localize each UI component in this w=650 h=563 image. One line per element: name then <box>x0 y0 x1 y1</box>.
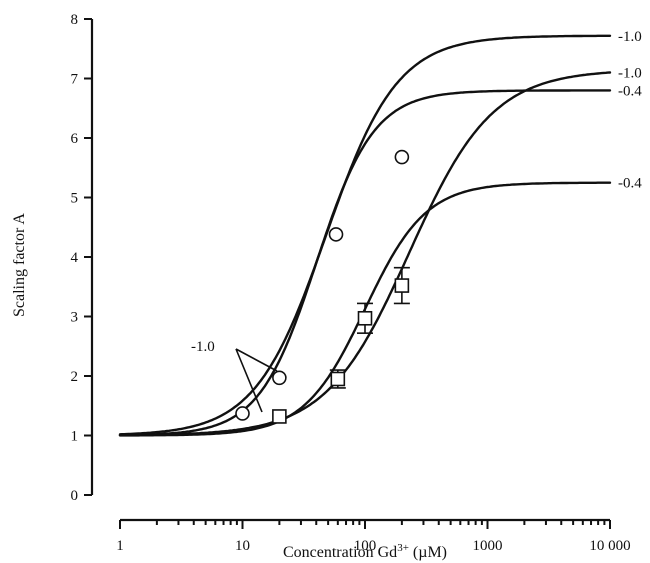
curve-label-1: -1.0 <box>618 29 642 45</box>
x-tick-label: 100 <box>354 538 377 554</box>
y-axis-title: Scaling factor A <box>11 213 28 317</box>
curve-2 <box>118 89 612 437</box>
y-tick-label: 3 <box>71 310 79 326</box>
y-tick-label: 8 <box>71 12 79 28</box>
annotation-pointer <box>235 348 278 413</box>
x-axis-title-unit: (µM) <box>409 544 447 561</box>
x-tick-label: 10 000 <box>589 538 630 554</box>
circle-point <box>235 406 250 421</box>
axes: 0 1 2 3 4 5 6 7 8 1 10 100 1000 10 000 <box>71 12 631 554</box>
square-point <box>330 371 346 387</box>
y-tick-label: 2 <box>71 369 79 385</box>
square-point <box>272 409 287 424</box>
data-points <box>235 149 410 424</box>
circle-point <box>394 149 410 165</box>
curve-label-2: -0.4 <box>618 83 642 99</box>
y-tick-label: 6 <box>71 131 79 147</box>
x-axis-title-sup: 3+ <box>397 542 409 554</box>
annotation: -1.0 <box>191 339 278 413</box>
y-tick-label: 4 <box>71 250 79 266</box>
fitted-curves: -1.0 -0.4 -1.0 -0.4 <box>118 29 642 437</box>
circle-point <box>328 227 344 242</box>
x-tick-label: 1 <box>116 538 124 554</box>
y-tick-label: 7 <box>71 72 79 88</box>
y-tick-label: 1 <box>71 429 79 445</box>
y-tick-label: 5 <box>71 191 79 207</box>
curve-label-3: -1.0 <box>618 65 642 81</box>
x-axis-title-main: Concentration Gd <box>283 544 397 561</box>
square-point <box>394 278 410 293</box>
curve-1 <box>118 34 612 436</box>
annotation-label: -1.0 <box>191 339 215 355</box>
curve-label-4: -0.4 <box>618 176 642 192</box>
square-point <box>357 310 373 326</box>
curve-3 <box>118 71 612 437</box>
circle-point <box>272 370 287 386</box>
y-tick-label: 0 <box>71 488 79 504</box>
x-tick-label: 10 <box>235 538 250 554</box>
x-axis-title: Concentration Gd3+ (µM) <box>283 542 447 561</box>
x-tick-label: 1000 <box>473 538 503 554</box>
